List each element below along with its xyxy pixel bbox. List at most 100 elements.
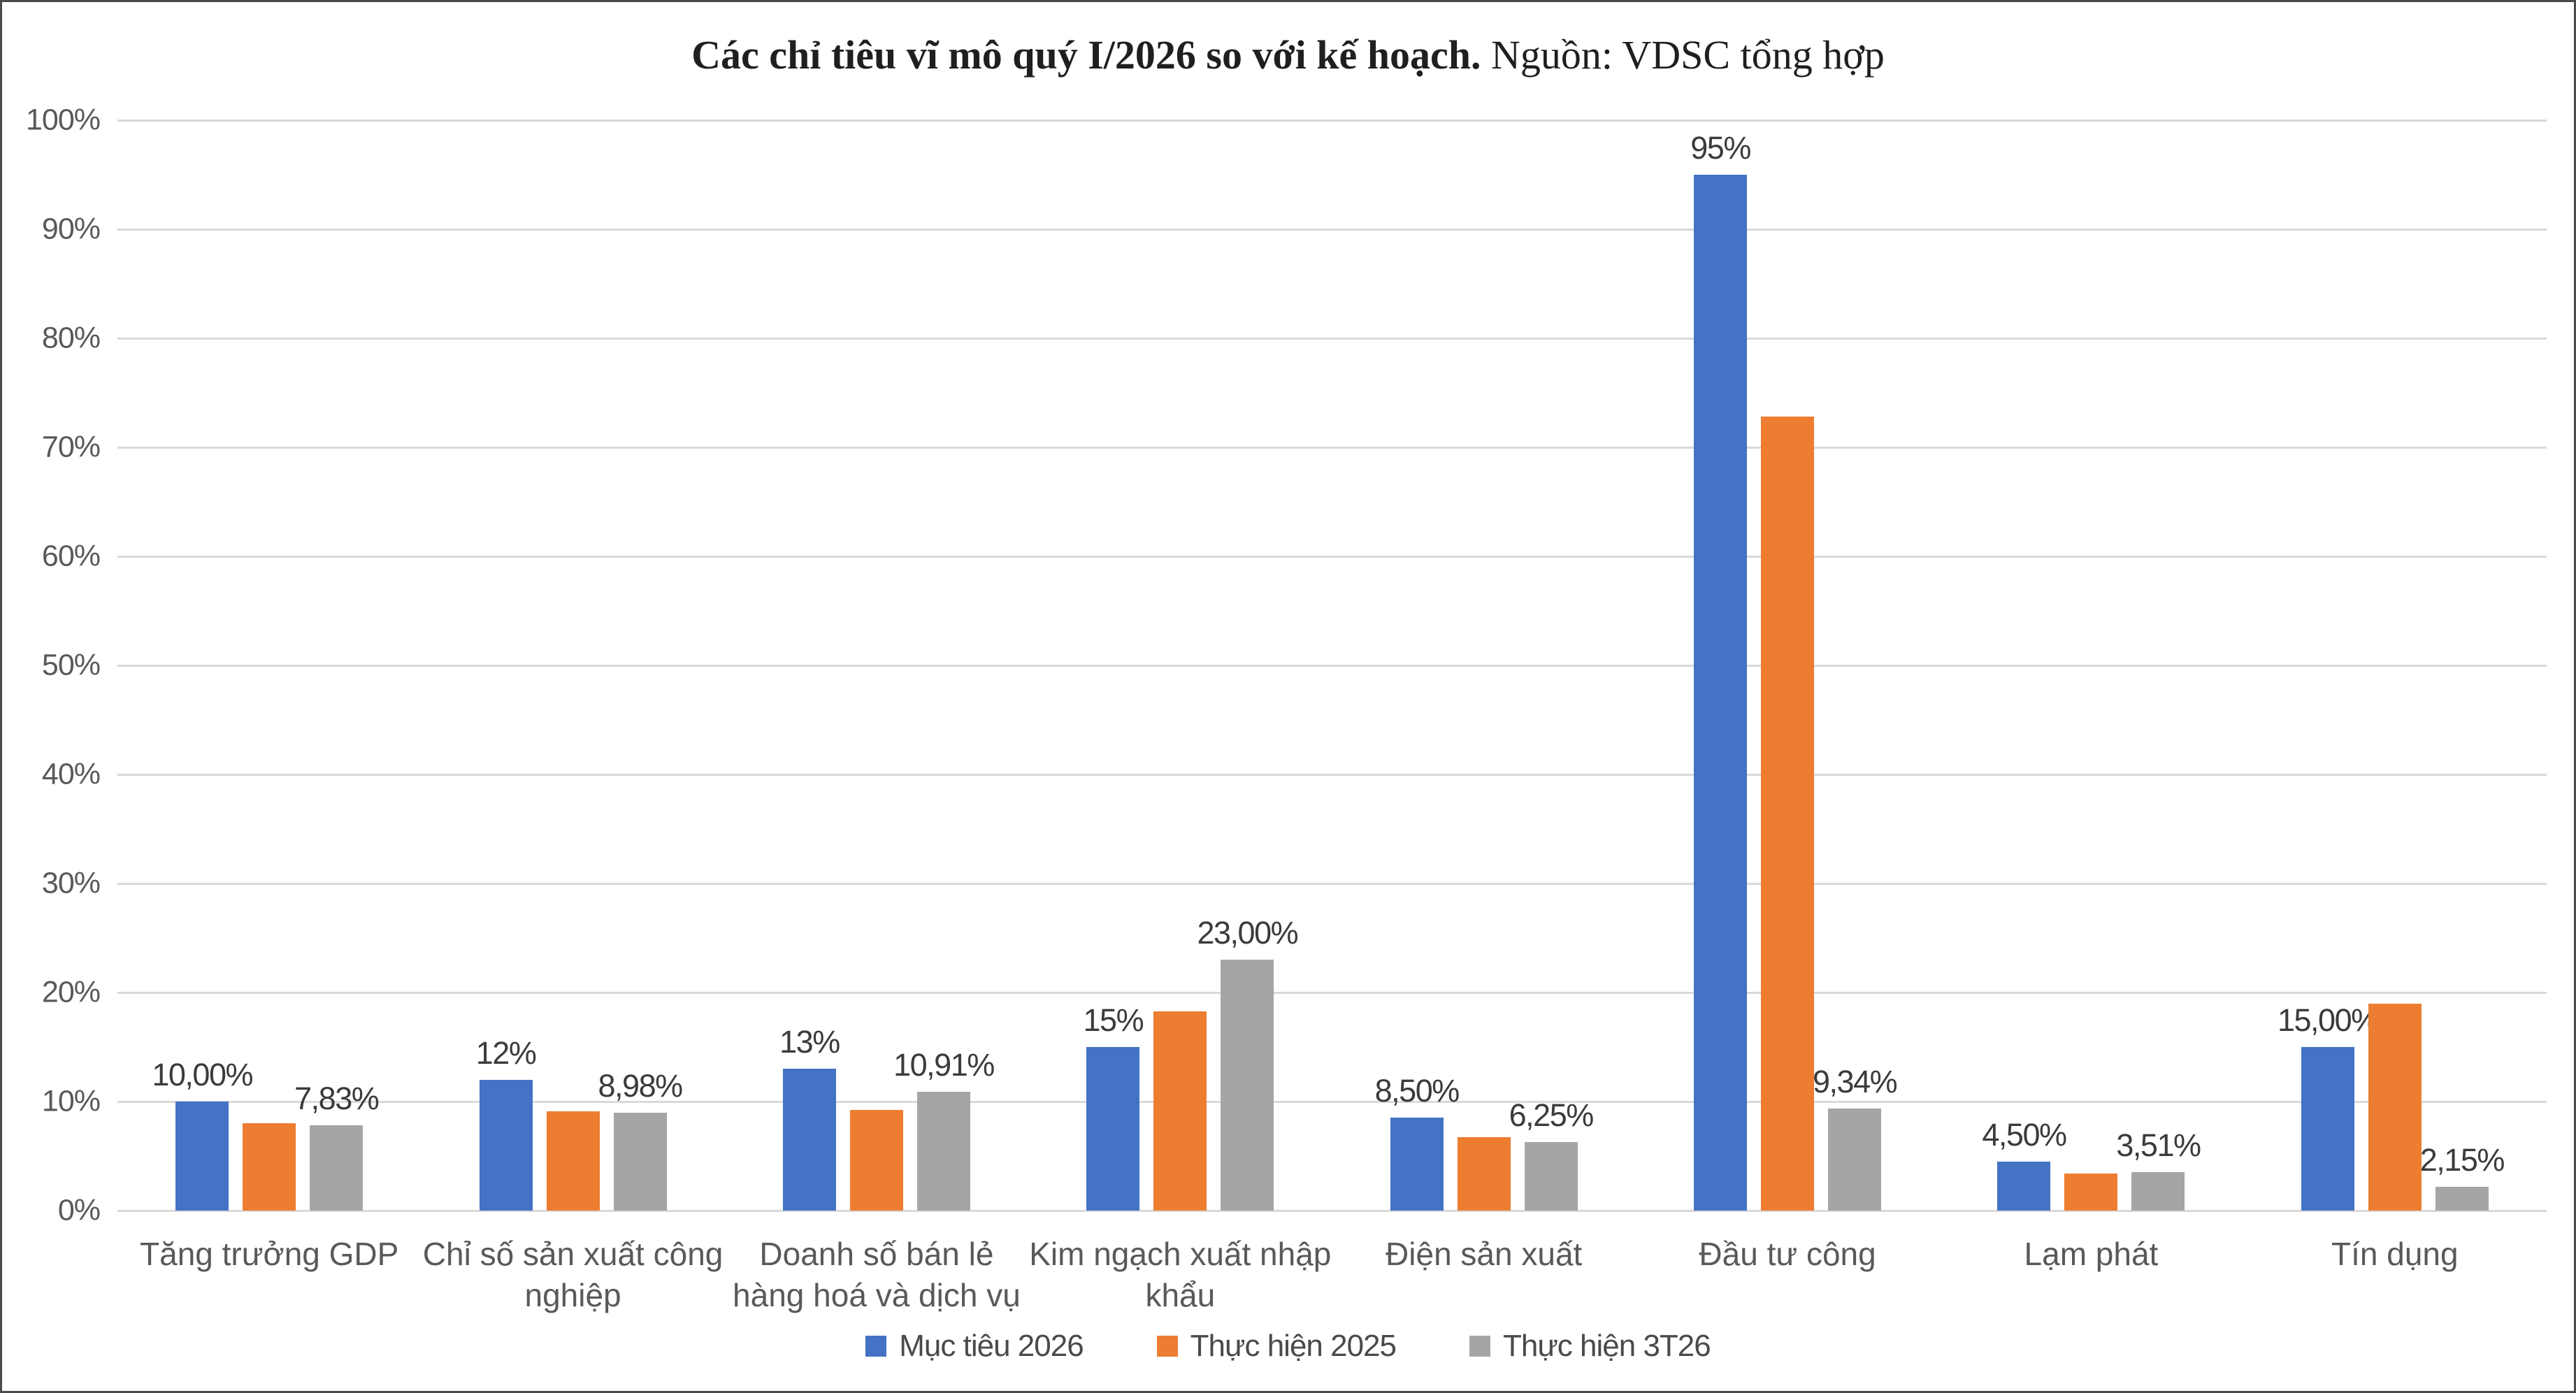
bar-group: 15% 23,00% bbox=[1028, 120, 1332, 1211]
x-category-label: Tăng trưởng GDP bbox=[117, 1234, 421, 1275]
bar bbox=[1153, 1011, 1207, 1211]
bar-wrap: 2,15% bbox=[2420, 120, 2505, 1211]
data-label: 15% bbox=[1083, 1002, 1144, 1038]
bar-group: 15,00% 2,15% bbox=[2243, 120, 2547, 1211]
y-tick-label: 30% bbox=[41, 866, 101, 900]
bar-wrap bbox=[546, 120, 600, 1211]
bar-wrap: 10,91% bbox=[893, 120, 995, 1211]
data-label: 13% bbox=[779, 1024, 840, 1060]
bar bbox=[1221, 960, 1274, 1211]
gridline-40% bbox=[117, 774, 2547, 776]
bar bbox=[1524, 1142, 1578, 1211]
bar bbox=[1457, 1137, 1511, 1211]
bar-wrap: 12% bbox=[476, 120, 537, 1211]
gridline-30% bbox=[117, 883, 2547, 885]
data-label: 6,25% bbox=[1509, 1097, 1595, 1133]
x-category-label-text: Chỉ số sản xuất công nghiệp bbox=[422, 1236, 724, 1313]
legend-swatch-icon bbox=[1469, 1336, 1490, 1357]
data-label: 7,83% bbox=[294, 1081, 380, 1116]
chart-title: Các chỉ tiêu vĩ mô quý I/2026 so với kế … bbox=[2, 31, 2574, 78]
bar bbox=[479, 1080, 533, 1211]
bar-wrap: 15,00% bbox=[2278, 120, 2379, 1211]
bar bbox=[1761, 417, 1815, 1211]
y-tick-label: 70% bbox=[41, 430, 101, 464]
gridline-10% bbox=[117, 1101, 2547, 1103]
bar-wrap: 10,00% bbox=[152, 120, 253, 1211]
y-tick-label: 50% bbox=[41, 648, 101, 682]
chart-title-main: Các chỉ tiêu vĩ mô quý I/2026 so với kế … bbox=[691, 32, 1481, 78]
bar-wrap bbox=[1153, 120, 1207, 1211]
bar bbox=[782, 1069, 836, 1211]
legend-label: Thực hiện 2025 bbox=[1190, 1329, 1397, 1363]
bar-wrap bbox=[1761, 120, 1815, 1211]
x-category-label: Lạm phát bbox=[1939, 1234, 2243, 1275]
y-tick-label: 100% bbox=[26, 103, 101, 137]
y-axis: 0% 10% 20% 30% 40% 50% 60% 70% 80% 90% 100% bbox=[2, 103, 101, 1227]
data-label: 95% bbox=[1690, 130, 1751, 166]
bar bbox=[310, 1125, 364, 1211]
x-category-label-text: Tăng trưởng GDP bbox=[140, 1236, 399, 1272]
data-label: 23,00% bbox=[1197, 915, 1299, 951]
legend-item: Mục tiêu 2026 bbox=[865, 1329, 1084, 1364]
x-category-label-text: Đầu tư công bbox=[1699, 1236, 1876, 1272]
legend-label: Thực hiện 3T26 bbox=[1503, 1329, 1711, 1363]
legend-item: Thực hiện 2025 bbox=[1156, 1329, 1397, 1364]
bar bbox=[1390, 1118, 1444, 1211]
x-axis-labels: Tăng trưởng GDP Chỉ số sản xuất công nghi… bbox=[117, 1234, 2547, 1316]
data-label: 3,51% bbox=[2116, 1127, 2201, 1163]
x-category-label-text: Doanh số bán lẻ hàng hoá và dịch vụ bbox=[733, 1236, 1021, 1313]
x-category-label: Doanh số bán lẻ hàng hoá và dịch vụ bbox=[725, 1234, 1028, 1316]
x-category-label: Đầu tư công bbox=[1636, 1234, 1939, 1275]
chart-title-source: Nguồn: VDSC tổng hợp bbox=[1490, 32, 1885, 78]
bar bbox=[1997, 1162, 2051, 1211]
y-tick-label: 60% bbox=[41, 539, 101, 573]
y-tick-label: 90% bbox=[41, 212, 101, 246]
bar-wrap bbox=[849, 120, 903, 1211]
data-label: 2,15% bbox=[2419, 1142, 2505, 1178]
bar-group: 4,50% 3,51% bbox=[1939, 120, 2243, 1211]
bar-group: 10,00% 7,83% bbox=[117, 120, 421, 1211]
bar bbox=[1086, 1047, 1140, 1211]
bar bbox=[2301, 1047, 2354, 1211]
bar-wrap bbox=[2064, 120, 2118, 1211]
bar-wrap: 23,00% bbox=[1197, 120, 1299, 1211]
gridline-20% bbox=[117, 992, 2547, 994]
bar-wrap: 4,50% bbox=[1982, 120, 2067, 1211]
x-category-label: Kim ngạch xuất nhập khẩu bbox=[1028, 1234, 1332, 1316]
bar-wrap: 8,50% bbox=[1375, 120, 1460, 1211]
bar-wrap bbox=[1457, 120, 1511, 1211]
bar-wrap: 95% bbox=[1690, 120, 1751, 1211]
data-label: 10,00% bbox=[152, 1057, 253, 1092]
bar-wrap: 8,98% bbox=[598, 120, 683, 1211]
y-tick-label: 0% bbox=[57, 1193, 101, 1227]
legend-item: Thực hiện 3T26 bbox=[1469, 1329, 1711, 1364]
x-category-label-text: Tín dụng bbox=[2331, 1236, 2459, 1272]
bar-wrap: 9,34% bbox=[1813, 120, 1898, 1211]
data-label: 9,34% bbox=[1813, 1064, 1898, 1099]
x-category-label-text: Kim ngạch xuất nhập khẩu bbox=[1029, 1236, 1332, 1313]
bar bbox=[1828, 1109, 1882, 1211]
bar-group: 12% 8,98% bbox=[421, 120, 724, 1211]
legend-swatch-icon bbox=[1156, 1336, 1178, 1357]
data-label: 10,91% bbox=[893, 1047, 995, 1083]
gridline-80% bbox=[117, 338, 2547, 340]
bar bbox=[849, 1110, 903, 1211]
y-tick-label: 10% bbox=[41, 1084, 101, 1118]
gridline-0% bbox=[117, 1210, 2547, 1212]
bar-group: 8,50% 6,25% bbox=[1332, 120, 1636, 1211]
gridline-100% bbox=[117, 120, 2547, 122]
bar-wrap: 3,51% bbox=[2116, 120, 2201, 1211]
bar bbox=[2435, 1187, 2489, 1211]
bar-wrap: 15% bbox=[1084, 120, 1144, 1211]
x-category-label: Tín dụng bbox=[2243, 1234, 2547, 1275]
bar bbox=[613, 1113, 667, 1211]
data-label: 8,50% bbox=[1374, 1073, 1460, 1109]
bar-group: 95% 9,34% bbox=[1636, 120, 1939, 1211]
gridline-90% bbox=[117, 229, 2547, 231]
bar-wrap: 7,83% bbox=[294, 120, 380, 1211]
x-category-label: Chỉ số sản xuất công nghiệp bbox=[421, 1234, 724, 1316]
gridline-60% bbox=[117, 556, 2547, 558]
bar-group: 13% 10,91% bbox=[725, 120, 1028, 1211]
x-category-label-text: Điện sản xuất bbox=[1386, 1236, 1583, 1272]
